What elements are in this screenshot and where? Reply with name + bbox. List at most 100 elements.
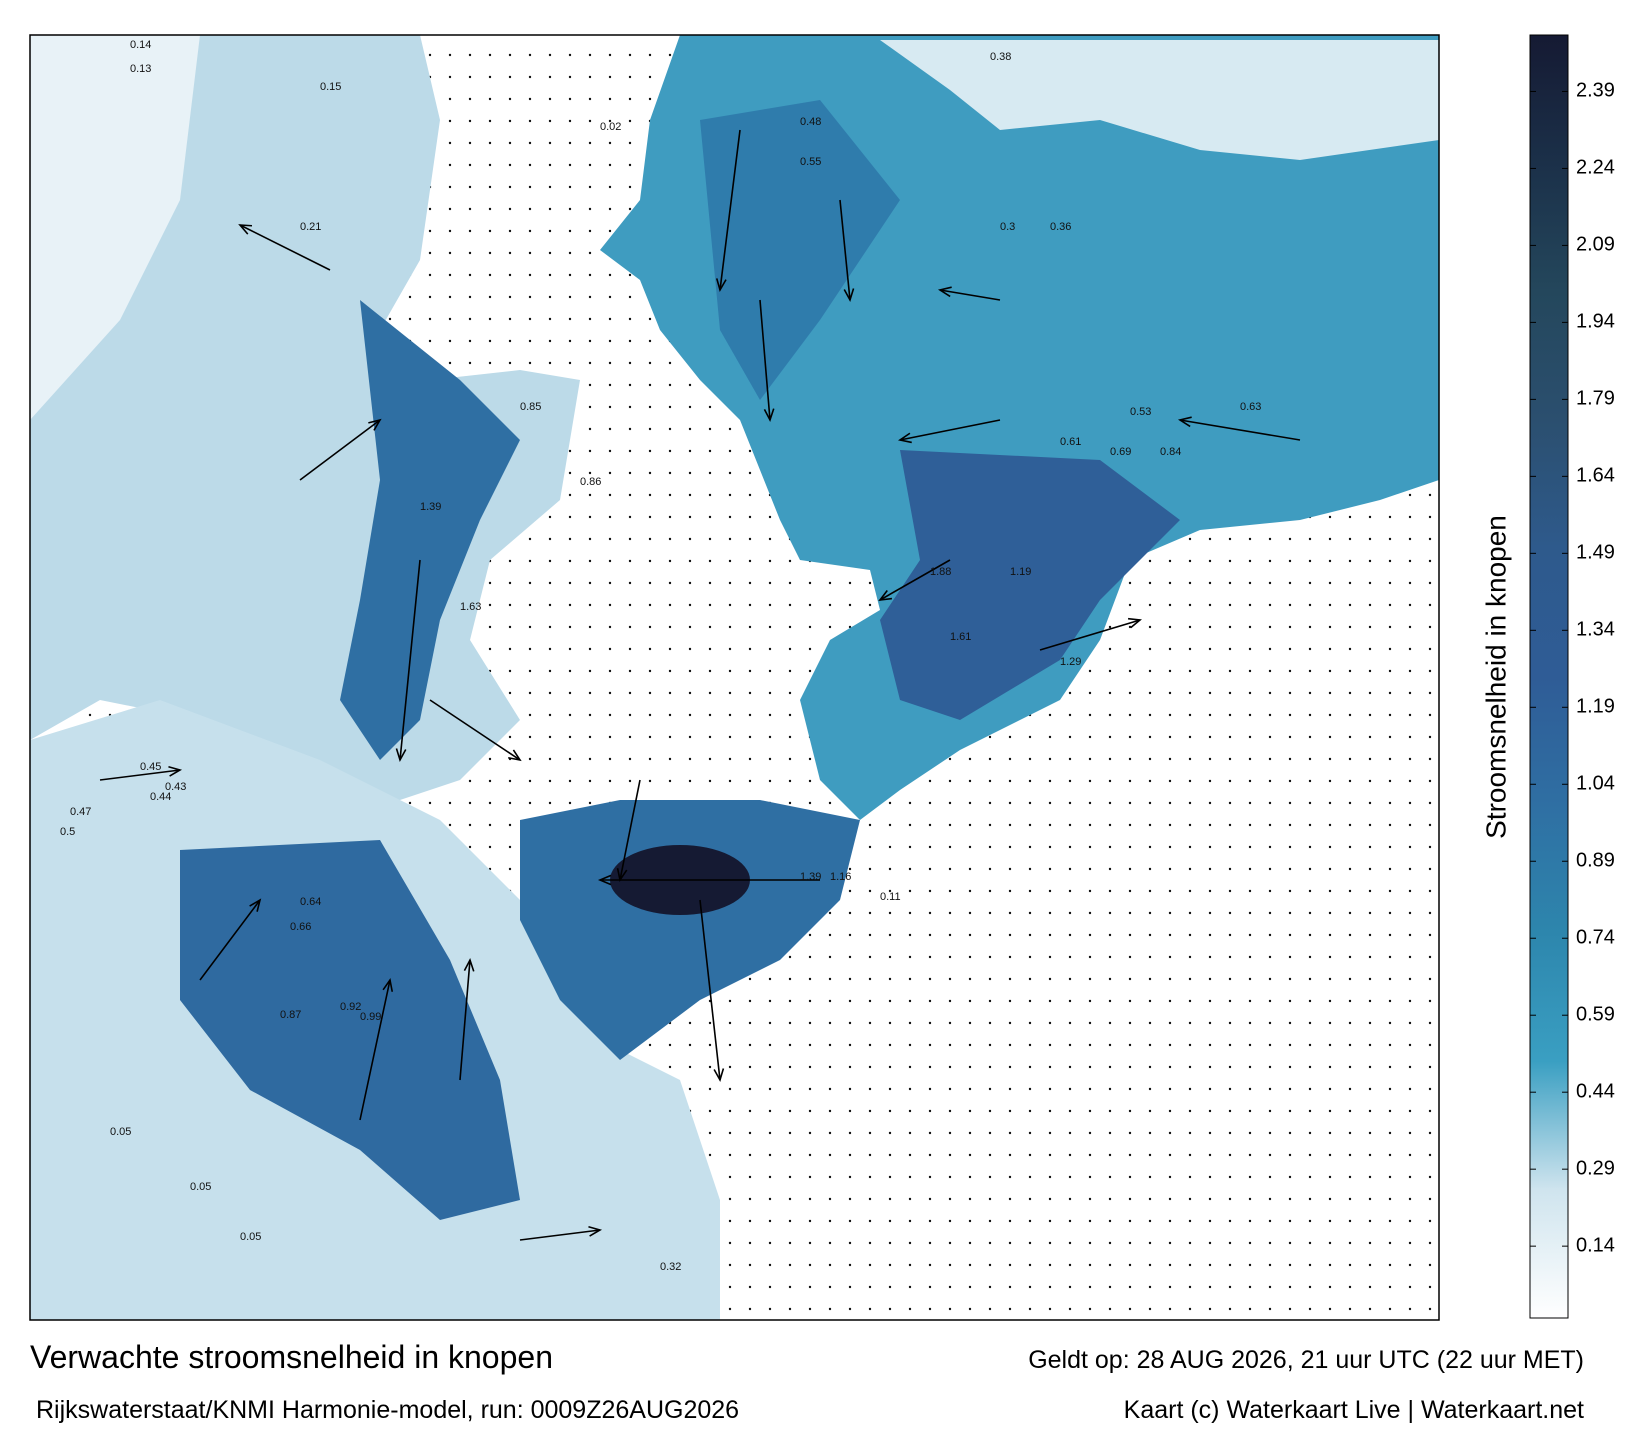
speed-label: 0.87: [280, 1009, 301, 1021]
speed-label: 0.38: [990, 51, 1011, 63]
colorbar-tick-label: 0.44: [1576, 1080, 1615, 1102]
arrow-head: [588, 1225, 603, 1237]
arrow: [699, 899, 721, 1081]
speed-label: 0.05: [240, 1231, 261, 1243]
arrow: [519, 1229, 601, 1241]
subtitle: Rijkswaterstaat/KNMI Harmonie-model, run…: [36, 1396, 739, 1424]
arrow-head: [395, 748, 407, 763]
arrow-head: [597, 874, 612, 886]
arrow-head: [937, 286, 952, 298]
colorbar-tick-label: 0.89: [1576, 850, 1615, 872]
arrow: [359, 979, 391, 1121]
speed-label: 0.15: [320, 81, 341, 93]
arrow: [759, 299, 771, 421]
arrow-head: [715, 278, 727, 293]
speed-label: 1.39: [420, 501, 441, 513]
speed-label: 0.45: [140, 761, 161, 773]
colorbar-tick-label: 1.19: [1576, 696, 1615, 718]
water-channel: [700, 100, 900, 400]
arrow: [1179, 419, 1301, 441]
colorbar-tick-label: 0.59: [1576, 1003, 1615, 1025]
speed-label: 0.44: [150, 791, 171, 803]
colorbar-tick-label: 1.49: [1576, 542, 1615, 564]
arrow-head: [249, 898, 262, 912]
colorbar-tick-label: 2.09: [1576, 234, 1615, 256]
credit: Kaart (c) Waterkaart Live | Waterkaart.n…: [1124, 1396, 1584, 1424]
arrow: [899, 419, 1001, 441]
arrow: [619, 779, 641, 881]
speed-label: 1.29: [1060, 656, 1081, 668]
speed-label: 0.63: [1240, 401, 1261, 413]
arrow-head: [368, 418, 382, 431]
arrow: [399, 559, 421, 761]
speed-label: 0.55: [800, 156, 821, 168]
arrow-head: [463, 957, 475, 972]
colorbar-tick-label: 1.04: [1576, 773, 1615, 795]
speed-label: 0.64: [300, 896, 321, 908]
speed-label: 0.86: [580, 476, 601, 488]
speed-label: 1.63: [460, 601, 481, 613]
speed-label: 1.61: [950, 631, 971, 643]
arrow-head: [843, 288, 855, 303]
arrow: [239, 224, 331, 271]
speed-labels: 0.14 0.13 0.15 0.21 0.45 0.430.44 0.47 0.5 0.85 1…: [60, 39, 1261, 1273]
speed-label: 0.5: [60, 826, 75, 838]
speed-label: 0.14: [130, 39, 151, 51]
arrow-head: [1127, 617, 1142, 629]
arrow-head: [508, 749, 522, 762]
water-west-shallow: [30, 35, 200, 420]
arrow-head: [763, 408, 775, 423]
colorbar-tick-label: 0.14: [1576, 1234, 1615, 1256]
speed-label: 0.05: [190, 1181, 211, 1193]
speed-label: 0.84: [1160, 446, 1181, 458]
water-inner: [340, 300, 520, 760]
arrow: [459, 959, 471, 1081]
colorbar-ticks: 0.14 0.29 0.44 0.59 0.74 0.89 1.04 1.19 1.34 1.49…: [1530, 80, 1615, 1256]
speed-label: 0.47: [70, 806, 91, 818]
speed-label: 0.32: [660, 1261, 681, 1273]
speed-label: 1.16: [830, 871, 851, 883]
colorbar-tick-label: 2.39: [1576, 80, 1615, 102]
speed-label: 0.53: [1130, 406, 1151, 418]
water-deep: [880, 450, 1180, 720]
colorbar-tick-label: 1.79: [1576, 388, 1615, 410]
speed-label: 0.69: [1110, 446, 1131, 458]
water-strait: [520, 800, 860, 1060]
colorbar-tick-label: 1.34: [1576, 619, 1615, 641]
arrow: [839, 199, 851, 301]
arrow: [879, 559, 951, 601]
speed-label: 0.61: [1060, 436, 1081, 448]
arrows: [99, 129, 1301, 1241]
colorbar-tick-label: 1.94: [1576, 311, 1615, 333]
speed-label: 0.11: [880, 891, 901, 903]
arrow-head: [897, 432, 912, 444]
water-south-deep: [180, 840, 520, 1220]
arrow: [429, 699, 521, 761]
colorbar-tick-label: 1.64: [1576, 465, 1615, 487]
speed-label: 0.36: [1050, 221, 1071, 233]
arrow: [719, 129, 741, 291]
speed-label: 0.13: [130, 63, 151, 75]
arrow-head: [238, 224, 253, 235]
arrow-head: [1177, 416, 1192, 428]
speed-label: 1.39: [800, 871, 821, 883]
map: [30, 35, 1439, 1320]
arrow: [939, 289, 1001, 301]
arrow-head: [382, 977, 394, 992]
arrow: [299, 419, 381, 481]
speed-label: 1.88: [930, 566, 951, 578]
arrow-head: [878, 589, 893, 602]
colorbar-tick-label: 0.74: [1576, 927, 1615, 949]
speed-label: 0.85: [520, 401, 541, 413]
colorbar-tick-label: 2.24: [1576, 157, 1615, 179]
arrow-head: [168, 765, 183, 777]
speed-label: 1.19: [1010, 566, 1031, 578]
speed-label: 0.43: [165, 781, 186, 793]
colorbar-label: Stroomsnelheid in knopen: [1480, 515, 1511, 839]
speed-label: 0.3: [1000, 221, 1015, 233]
speed-label: 0.21: [300, 221, 321, 233]
speed-label: 0.66: [290, 921, 311, 933]
map-frame: [29, 34, 1440, 1321]
speed-label: 0.48: [800, 116, 821, 128]
